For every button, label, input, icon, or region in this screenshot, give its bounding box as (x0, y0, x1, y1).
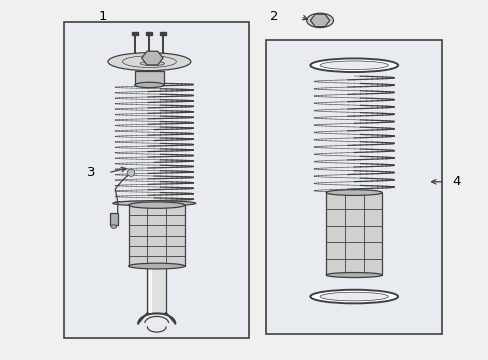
Text: 1: 1 (99, 10, 107, 23)
Ellipse shape (140, 61, 164, 66)
Bar (149, 266, 152, 313)
Bar (128, 205, 184, 266)
Ellipse shape (127, 169, 135, 176)
Ellipse shape (310, 290, 397, 303)
Bar (132, 32, 138, 35)
Text: 4: 4 (451, 175, 460, 188)
Bar (266, 40, 441, 334)
Ellipse shape (108, 53, 190, 71)
Bar (64, 22, 249, 338)
Bar (135, 71, 163, 85)
Text: 2: 2 (269, 10, 278, 23)
Ellipse shape (306, 13, 333, 28)
Ellipse shape (320, 292, 387, 301)
Bar (110, 213, 118, 225)
Bar (147, 266, 165, 313)
Ellipse shape (113, 201, 195, 206)
Ellipse shape (325, 190, 382, 195)
Ellipse shape (135, 82, 163, 87)
Text: 3: 3 (86, 166, 95, 179)
Ellipse shape (320, 61, 387, 69)
Bar (160, 32, 165, 35)
Ellipse shape (128, 202, 184, 208)
Bar (325, 193, 382, 275)
Ellipse shape (111, 225, 117, 228)
Bar (146, 32, 152, 35)
Ellipse shape (310, 58, 397, 72)
Ellipse shape (325, 273, 382, 278)
Ellipse shape (122, 56, 176, 67)
Ellipse shape (128, 263, 184, 269)
